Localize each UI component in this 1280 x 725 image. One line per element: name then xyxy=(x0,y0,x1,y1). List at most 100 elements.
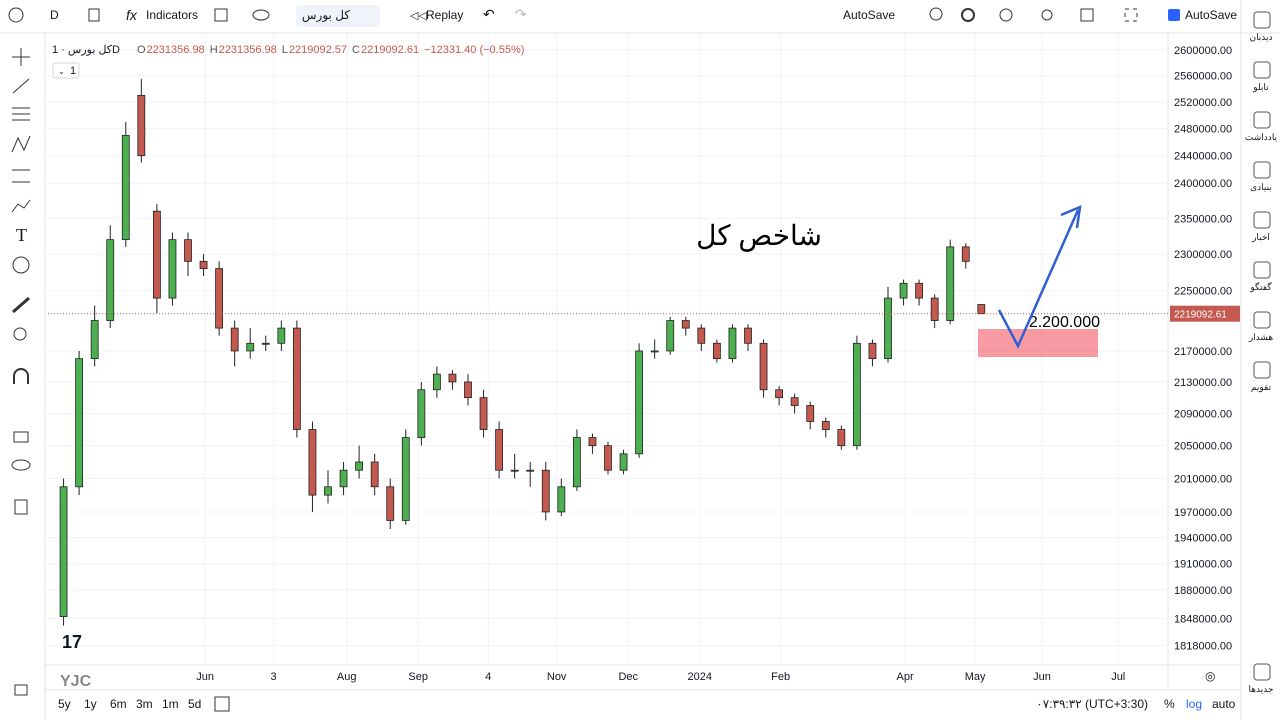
zoom-tool[interactable] xyxy=(13,327,27,341)
candle-body xyxy=(790,397,799,406)
ohlc-value: 2231356.98 xyxy=(147,44,205,56)
indicator-toggle[interactable] xyxy=(52,62,80,79)
indicators-button[interactable]: Indicators xyxy=(146,8,198,22)
y-tick-label: 1970000.00 xyxy=(1174,507,1232,519)
autosave-checkbox[interactable] xyxy=(1168,9,1180,21)
range-button[interactable]: 6m xyxy=(110,697,127,711)
settings-icon[interactable] xyxy=(961,8,975,22)
sidebar-icon[interactable] xyxy=(1253,211,1271,229)
candle-body xyxy=(666,320,675,352)
text-tool[interactable]: T xyxy=(16,225,27,245)
share-icon[interactable] xyxy=(1041,9,1053,21)
visibility-tool[interactable] xyxy=(11,459,31,471)
candle-body xyxy=(432,373,441,391)
snapshot-icon[interactable] xyxy=(1080,8,1094,22)
indicator-count: 1 xyxy=(70,65,76,77)
redo[interactable]: ↷ xyxy=(515,6,527,22)
annotation: شاخص کل xyxy=(696,220,822,252)
layouts-icon[interactable] xyxy=(214,8,228,22)
percent-toggle[interactable]: % xyxy=(1164,697,1175,711)
ohlc-value: 2219092.57 xyxy=(289,44,347,56)
sidebar-icon[interactable] xyxy=(1253,61,1271,79)
symbol-button[interactable] xyxy=(296,5,380,27)
range-button[interactable]: 3m xyxy=(136,697,153,711)
chart-type-icon[interactable] xyxy=(88,8,100,22)
sidebar-icon[interactable] xyxy=(1253,361,1271,379)
candle-body xyxy=(899,282,908,299)
candle-body xyxy=(837,429,846,447)
brush-tool[interactable] xyxy=(11,199,31,213)
range-button[interactable]: 1m xyxy=(162,697,179,711)
autosave-menu[interactable]: AutoSave xyxy=(843,8,895,22)
emoji-tool[interactable] xyxy=(12,256,30,274)
candle-body xyxy=(339,469,348,488)
goto-date[interactable] xyxy=(214,696,230,712)
candle-body xyxy=(557,486,566,513)
y-tick-label: 1848000.00 xyxy=(1174,613,1232,625)
undo[interactable]: ↶ xyxy=(483,6,495,22)
settings-button[interactable]: ◎ xyxy=(1205,669,1215,683)
y-tick-label: 2250000.00 xyxy=(1174,286,1232,298)
y-tick-label: 2010000.00 xyxy=(1174,473,1232,485)
candle-body xyxy=(137,94,146,157)
replay-icon: ◁◁ xyxy=(410,10,427,22)
range-button[interactable]: 5d xyxy=(188,697,201,711)
change: −12331.40 (−0.55%) xyxy=(424,44,524,56)
candle-body xyxy=(946,246,955,321)
y-tick-label: 2090000.00 xyxy=(1174,408,1232,420)
candle-body xyxy=(292,327,301,430)
candle-body xyxy=(759,342,768,391)
object-tree[interactable] xyxy=(14,684,28,696)
x-tick-label: Jun xyxy=(1033,671,1051,683)
search-icon[interactable] xyxy=(929,7,943,21)
theme-icon[interactable] xyxy=(999,8,1013,22)
candle-body xyxy=(930,297,939,321)
x-tick-label: Jul xyxy=(1111,671,1125,683)
range-button[interactable]: 5y xyxy=(58,697,71,711)
delete-tool[interactable] xyxy=(14,499,28,515)
candle-body xyxy=(961,246,970,262)
candle-body xyxy=(417,389,426,438)
ohlc-label: O xyxy=(137,44,146,56)
sidebar-label: بنیادی xyxy=(1250,182,1272,192)
candle-body xyxy=(852,342,861,447)
candle-body xyxy=(215,268,224,329)
candle-body xyxy=(75,358,84,488)
candle-body xyxy=(712,342,721,360)
sidebar-icon[interactable] xyxy=(1253,161,1271,179)
candle-body xyxy=(775,389,784,399)
interval[interactable]: D xyxy=(50,8,59,22)
log-toggle[interactable]: log xyxy=(1186,697,1202,711)
sidebar-icon[interactable] xyxy=(1253,111,1271,129)
y-tick-label: 2560000.00 xyxy=(1174,71,1232,83)
replay-button[interactable]: Replay xyxy=(426,8,463,22)
sidebar-icon[interactable] xyxy=(1253,311,1271,329)
zone[interactable] xyxy=(978,329,1098,357)
measure-tool[interactable] xyxy=(12,296,30,314)
y-tick-label: 2400000.00 xyxy=(1174,178,1232,190)
clock: ۰۷:۳۹:۳۲ (UTC+3:30) xyxy=(1036,697,1148,711)
fullscreen-icon[interactable] xyxy=(1124,8,1138,22)
y-tick-label: 2130000.00 xyxy=(1174,377,1232,389)
sidebar-icon[interactable] xyxy=(1253,261,1271,279)
eye-icon[interactable] xyxy=(252,9,270,21)
lock-tool[interactable] xyxy=(13,431,29,443)
trend-tool[interactable] xyxy=(12,78,30,94)
add-icon[interactable] xyxy=(8,7,24,23)
sidebar-icon[interactable] xyxy=(1253,663,1271,681)
magnet-tool[interactable] xyxy=(13,368,29,384)
arrow-head xyxy=(1060,204,1082,229)
legend-symbol: کل بورس · 1D xyxy=(52,44,120,56)
y-tick-label: 2520000.00 xyxy=(1174,97,1232,109)
candle-body xyxy=(977,304,986,315)
sidebar-icon[interactable] xyxy=(1253,11,1271,29)
candle-body xyxy=(588,437,597,447)
arrow[interactable] xyxy=(997,209,1080,349)
range-button[interactable]: 1y xyxy=(84,697,97,711)
pattern-tool[interactable] xyxy=(11,135,31,153)
auto-toggle[interactable]: auto xyxy=(1212,697,1236,711)
candle-body xyxy=(619,453,628,471)
candle-body xyxy=(355,461,364,471)
x-tick-label: Nov xyxy=(547,671,567,683)
